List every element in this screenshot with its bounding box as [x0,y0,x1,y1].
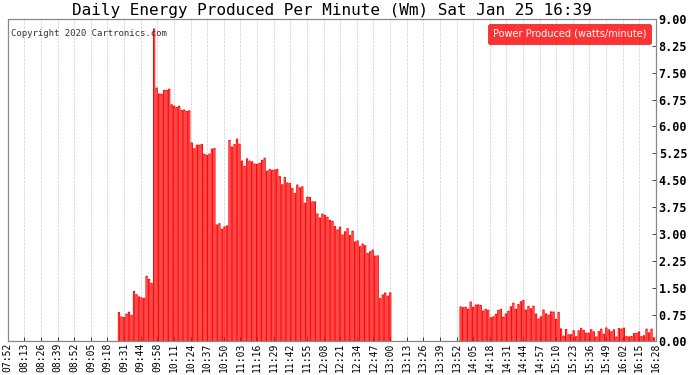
Title: Daily Energy Produced Per Minute (Wm) Sat Jan 25 16:39: Daily Energy Produced Per Minute (Wm) Sa… [72,3,592,18]
Text: Copyright 2020 Cartronics.com: Copyright 2020 Cartronics.com [11,28,167,38]
Legend: Power Produced (watts/minute): Power Produced (watts/minute) [488,24,651,44]
